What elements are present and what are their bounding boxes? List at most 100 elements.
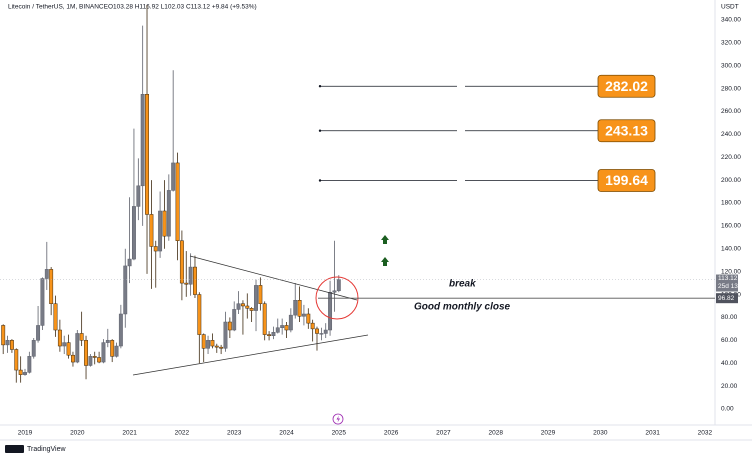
candle-body bbox=[336, 279, 341, 292]
candle-body bbox=[219, 346, 224, 349]
candle-body bbox=[158, 210, 163, 252]
target-box bbox=[597, 169, 656, 192]
candle-body bbox=[127, 258, 132, 267]
candle-body bbox=[140, 94, 145, 187]
plot-area bbox=[1, 5, 341, 383]
up-arrow bbox=[381, 257, 389, 266]
x-tick-label: 2030 bbox=[593, 430, 608, 437]
candle-body bbox=[136, 185, 141, 207]
y-tick-label: 280.00 bbox=[721, 85, 741, 92]
x-tick-label: 2031 bbox=[645, 430, 660, 437]
candle-body bbox=[75, 333, 80, 363]
candle-body bbox=[236, 303, 241, 310]
y-tick-label: 180.00 bbox=[721, 200, 741, 207]
candle-body bbox=[162, 210, 167, 237]
candle-body bbox=[71, 354, 75, 363]
candle-body bbox=[188, 266, 193, 285]
candle-body bbox=[92, 356, 97, 358]
candle-body bbox=[101, 342, 106, 363]
candle-body bbox=[193, 266, 197, 295]
candle-body bbox=[9, 340, 14, 350]
x-tick-label: 2023 bbox=[227, 430, 242, 437]
candle-body bbox=[57, 329, 62, 347]
candle-body bbox=[44, 269, 49, 279]
x-tick-label: 2020 bbox=[70, 430, 85, 437]
candle-body bbox=[153, 246, 158, 252]
y-tick-label: 60.00 bbox=[721, 337, 738, 344]
candle-body bbox=[79, 333, 84, 341]
candle-body bbox=[280, 325, 285, 328]
candle-body bbox=[27, 356, 32, 373]
candle-body bbox=[110, 340, 115, 357]
candle-body bbox=[275, 327, 280, 333]
chart-title: Litecoin / TetherUS, 1M, BINANCE bbox=[8, 4, 109, 11]
y-tick-label: 20.00 bbox=[721, 383, 738, 390]
candle-body bbox=[53, 303, 58, 331]
candle-body bbox=[31, 340, 36, 357]
y-tick-label: 320.00 bbox=[721, 39, 741, 46]
candle-body bbox=[131, 206, 136, 260]
candle-body bbox=[271, 332, 276, 336]
up-arrow bbox=[381, 235, 389, 244]
candle-body bbox=[284, 325, 289, 331]
event-icon-bolt bbox=[336, 415, 340, 423]
candle-body bbox=[262, 303, 267, 335]
logo-mark bbox=[5, 445, 24, 453]
x-tick-label: 2021 bbox=[122, 430, 137, 437]
candle-body bbox=[171, 162, 176, 191]
y-tick-label: 300.00 bbox=[721, 62, 741, 69]
candle-body bbox=[114, 345, 119, 357]
y-tick-label: 120.00 bbox=[721, 268, 741, 275]
candle-body bbox=[245, 305, 250, 309]
candle-body bbox=[166, 190, 171, 237]
candle-body bbox=[105, 340, 110, 343]
candle-body bbox=[315, 328, 319, 334]
candle-body bbox=[66, 342, 71, 356]
candle-body bbox=[332, 290, 337, 293]
y-tick-label: 240.00 bbox=[721, 131, 741, 138]
x-tick-label: 2019 bbox=[18, 430, 33, 437]
candle-body bbox=[301, 313, 306, 317]
y-tick-label: 220.00 bbox=[721, 154, 741, 161]
x-tick-label: 2029 bbox=[541, 430, 556, 437]
last-price-tag bbox=[716, 274, 738, 292]
annotation-break: break bbox=[449, 279, 476, 290]
candle-body bbox=[184, 282, 189, 285]
candle-body bbox=[328, 291, 333, 331]
event-icon[interactable] bbox=[332, 413, 344, 425]
triangle-lower bbox=[132, 334, 369, 376]
candle-body bbox=[197, 294, 202, 335]
candle-body bbox=[179, 240, 184, 284]
candle-body bbox=[145, 94, 149, 215]
candle-body bbox=[306, 313, 311, 324]
candle-body bbox=[323, 329, 328, 334]
candle-body bbox=[310, 322, 315, 330]
support-tag bbox=[716, 293, 738, 304]
x-tick-label: 2022 bbox=[175, 430, 190, 437]
target-label: 282.02 bbox=[605, 78, 648, 94]
candle-body bbox=[49, 269, 54, 304]
candle-body bbox=[36, 325, 41, 341]
candle-body bbox=[23, 372, 27, 375]
candle-body bbox=[249, 308, 254, 311]
x-tick-label: 2024 bbox=[279, 430, 294, 437]
target-box bbox=[597, 74, 656, 98]
candle-body bbox=[97, 357, 102, 363]
y-tick-label: 140.00 bbox=[721, 245, 741, 252]
target-box bbox=[597, 119, 656, 143]
y-unit: USDT bbox=[721, 4, 739, 11]
y-tick-label: 160.00 bbox=[721, 223, 741, 230]
y-tick-label: 260.00 bbox=[721, 108, 741, 115]
x-tick-label: 2025 bbox=[332, 430, 347, 437]
logo: TradingView bbox=[27, 446, 66, 453]
candle-body bbox=[223, 321, 228, 349]
x-tick-label: 2027 bbox=[436, 430, 451, 437]
candle-body bbox=[258, 285, 263, 304]
candle-body bbox=[1, 325, 6, 346]
candle-body bbox=[40, 278, 45, 326]
candle-body bbox=[88, 356, 93, 366]
candle-body bbox=[123, 265, 128, 315]
triangle-upper bbox=[189, 255, 358, 301]
candle-body bbox=[227, 321, 232, 331]
target-label: 199.64 bbox=[605, 172, 648, 188]
